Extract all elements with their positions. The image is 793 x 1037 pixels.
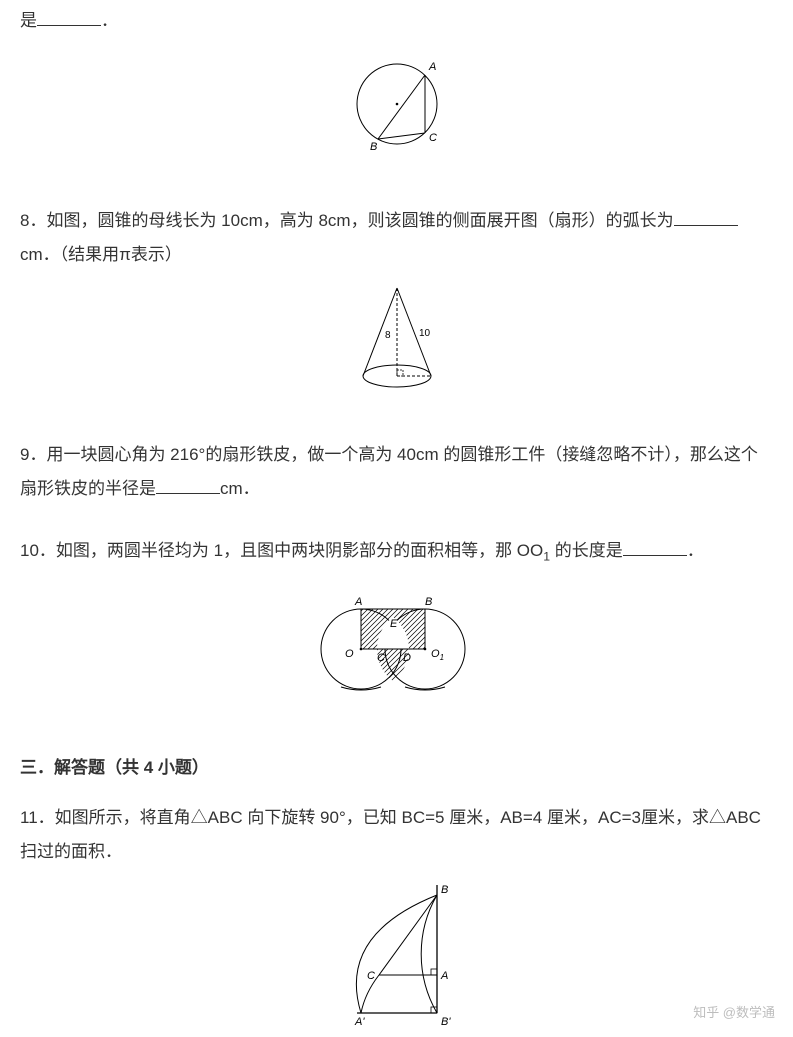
svg-text:B: B: [370, 141, 377, 153]
svg-text:A: A: [428, 61, 436, 73]
q8-figure: 8 10: [327, 278, 467, 398]
svg-text:C: C: [367, 970, 375, 982]
svg-text:A: A: [440, 970, 448, 982]
svg-text:A': A': [354, 1016, 365, 1025]
q7-figure: A B C: [337, 44, 457, 164]
svg-text:A: A: [354, 596, 362, 608]
problem-10: 10．如图，两圆半径均为 1，且图中两块阴影部分的面积相等，那 OO1 的长度是…: [20, 534, 773, 707]
q10-figure-wrap: A B E O C D O1: [20, 575, 773, 707]
q10-text-before: 10．如图，两圆半径均为 1，且图中两块阴影部分的面积相等，那 OO: [20, 541, 543, 560]
svg-text:E: E: [390, 618, 398, 630]
q8-text-after: cm．（结果用π表示）: [20, 245, 182, 264]
svg-text:B': B': [441, 1016, 451, 1025]
q7-figure-wrap: A B C: [20, 44, 773, 176]
svg-text:8: 8: [385, 330, 391, 341]
q9-text-after: cm．: [220, 479, 260, 498]
q9-text-before: 9．用一块圆心角为 216°的扇形铁皮，做一个高为 40cm 的圆锥形工件（接缝…: [20, 445, 758, 498]
q11-figure: B A C A' B': [317, 875, 477, 1025]
q8-text-before: 8．如图，圆锥的母线长为 10cm，高为 8cm，则该圆锥的侧面展开图（扇形）的…: [20, 211, 674, 230]
svg-text:C: C: [429, 132, 437, 144]
blank: [674, 209, 738, 226]
svg-text:O: O: [345, 648, 354, 660]
blank: [156, 477, 220, 494]
q11-text: 11．如图所示，将直角△ABC 向下旋转 90°，已知 BC=5 厘米，AB=4…: [20, 808, 761, 861]
problem-8: 8．如图，圆锥的母线长为 10cm，高为 8cm，则该圆锥的侧面展开图（扇形）的…: [20, 204, 773, 410]
blank: [623, 539, 687, 556]
section-3-header: 三．解答题（共 4 小题）: [20, 751, 773, 785]
q11-figure-wrap: B A C A' B': [20, 875, 773, 1037]
problem-7-tail: 是 ． A B C: [20, 4, 773, 176]
svg-text:O1: O1: [431, 648, 444, 662]
svg-text:B: B: [441, 884, 448, 896]
q10-text-after: ．: [687, 541, 704, 560]
q10-figure: A B E O C D O1: [297, 575, 497, 695]
svg-text:10: 10: [419, 328, 431, 339]
svg-text:D: D: [403, 652, 411, 664]
problem-11: 11．如图所示，将直角△ABC 向下旋转 90°，已知 BC=5 厘米，AB=4…: [20, 801, 773, 1037]
blank: [37, 9, 101, 26]
problem-9: 9．用一块圆心角为 216°的扇形铁皮，做一个高为 40cm 的圆锥形工件（接缝…: [20, 438, 773, 506]
q10-mid: 的长度是: [550, 541, 623, 560]
q7-text-before: 是: [20, 11, 37, 30]
q8-figure-wrap: 8 10: [20, 278, 773, 410]
q7-text-after: ．: [101, 11, 118, 30]
svg-text:B: B: [425, 596, 432, 608]
svg-text:C: C: [377, 652, 385, 664]
watermark: 知乎 @数学通: [693, 1000, 775, 1026]
